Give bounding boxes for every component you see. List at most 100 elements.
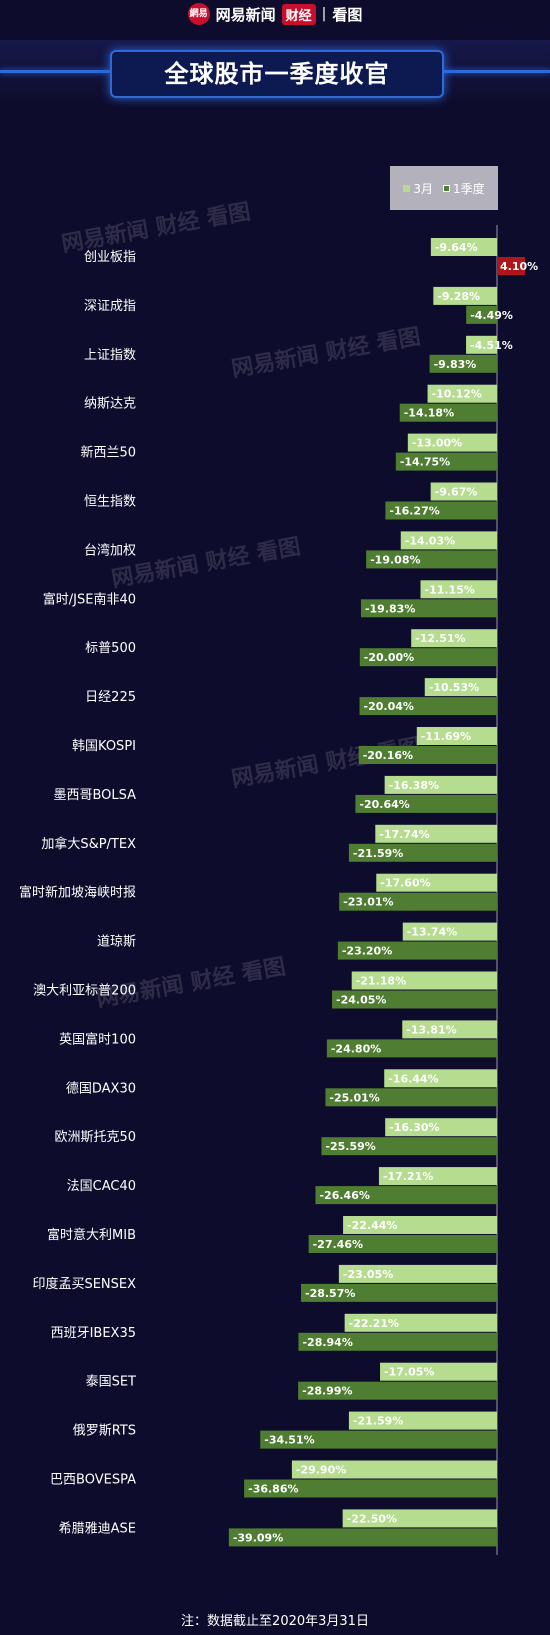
chart-legend: 3月 1季度 (390, 166, 498, 210)
bar-quarter (337, 941, 497, 960)
data-label-quarter: -23.01% (343, 896, 393, 909)
bar-quarter (399, 403, 497, 422)
bar-march (433, 286, 497, 305)
bar-march (378, 1167, 497, 1186)
bar-march (348, 1411, 497, 1430)
bar-quarter (244, 1479, 497, 1498)
data-label-quarter: -39.09% (233, 1531, 283, 1544)
bar-quarter (298, 1381, 497, 1400)
bar-march (416, 727, 497, 745)
data-label-march: -10.53% (429, 681, 479, 694)
data-label-march: -21.18% (356, 975, 406, 988)
bar-quarter (359, 648, 497, 667)
data-label-march: -23.05% (343, 1268, 393, 1281)
category-label: 巴西BOVESPA (50, 1473, 136, 1488)
bar-quarter (466, 305, 497, 324)
bar-march (384, 775, 497, 794)
data-label-march: -29.90% (296, 1464, 346, 1477)
bar-march (343, 1216, 497, 1234)
bar-quarter (497, 257, 526, 275)
bar-march (430, 238, 497, 256)
bar-march (402, 1020, 497, 1039)
data-label-quarter: -23.20% (342, 945, 392, 958)
data-label-march: -21.59% (353, 1415, 403, 1428)
bar-march (385, 1118, 497, 1137)
data-label-quarter: -28.57% (305, 1287, 355, 1300)
category-label: 新西兰50 (80, 445, 136, 461)
category-label: 俄罗斯RTS (73, 1424, 136, 1439)
category-label: 墨西哥BOLSA (53, 788, 136, 803)
data-label-march: -9.67% (435, 486, 478, 499)
top-brand-bar: 網易 网易新闻 财经 | 看图 (0, 0, 550, 28)
bar-quarter (339, 892, 497, 911)
data-label-quarter: -27.46% (313, 1238, 363, 1251)
category-label: 法国CAC40 (67, 1179, 136, 1194)
data-label-march: -13.00% (412, 437, 462, 450)
category-label: 深证成指 (84, 299, 136, 314)
category-label: 日经225 (85, 690, 136, 705)
data-label-quarter: -26.46% (319, 1189, 369, 1202)
category-label: 西班牙IBEX35 (51, 1326, 136, 1341)
bar-quarter (321, 1137, 497, 1156)
category-label: 恒生指数 (84, 495, 136, 510)
bar-march (384, 1069, 497, 1088)
bar-quarter (326, 1039, 497, 1058)
data-label-march: -13.81% (406, 1023, 456, 1036)
bar-march (427, 384, 497, 403)
data-label-quarter: -9.83% (434, 358, 477, 371)
title-frame (110, 50, 444, 98)
data-label-quarter: -19.08% (370, 553, 420, 566)
data-label-quarter: -24.05% (336, 994, 386, 1007)
bar-quarter (429, 354, 497, 373)
data-label-quarter: -20.00% (364, 651, 414, 664)
data-label-march: -14.03% (405, 534, 455, 547)
bar-quarter (360, 599, 497, 618)
brand-separator: | (321, 6, 327, 22)
bar-march (430, 482, 497, 501)
bar-quarter (325, 1088, 497, 1107)
data-label-march: -13.74% (407, 926, 457, 939)
category-label: 澳大利亚标普200 (33, 983, 136, 999)
data-label-quarter: 4.10% (500, 260, 538, 273)
data-label-march: -16.38% (389, 779, 439, 792)
bar-march (407, 433, 497, 452)
legend-item-quarter: 1季度 (443, 180, 485, 197)
bar-march (291, 1460, 497, 1479)
category-label: 英国富时100 (59, 1031, 136, 1047)
bar-march (402, 922, 497, 941)
legend-label-quarter: 1季度 (453, 181, 485, 196)
category-label: 德国DAX30 (66, 1081, 136, 1096)
data-label-quarter: -19.83% (365, 602, 415, 615)
data-label-quarter: -20.04% (364, 700, 414, 713)
data-label-march: -9.28% (437, 290, 480, 303)
bar-march (338, 1264, 497, 1283)
page-title: 全球股市一季度收官 (164, 60, 390, 88)
bar-quarter (395, 452, 497, 471)
category-label: 富时新加坡海峡时报 (19, 885, 136, 901)
bar-quarter (366, 550, 497, 569)
data-label-quarter: -24.80% (331, 1042, 381, 1055)
brand-name: 网易新闻 (215, 5, 276, 24)
category-label: 上证指数 (84, 348, 136, 363)
data-label-march: -17.21% (383, 1170, 433, 1183)
data-label-march: -4.51% (470, 339, 513, 352)
brand-tag: 财经 (281, 3, 316, 25)
legend-swatch-quarter (443, 184, 450, 192)
bar-march (351, 971, 497, 990)
bar-quarter (358, 746, 497, 764)
category-label: 富时/JSE南非40 (43, 591, 136, 607)
category-label: 台湾加权 (84, 542, 136, 558)
data-label-quarter: -20.64% (359, 798, 409, 811)
category-label: 加拿大S&P/TEX (41, 836, 136, 852)
data-label-march: -10.12% (432, 388, 482, 401)
footnote: 注：数据截止至2020年3月31日 (181, 1614, 369, 1629)
category-label: 印度孟买SENSEX (32, 1276, 136, 1292)
data-label-march: -11.69% (421, 730, 471, 743)
category-label: 富时意大利MIB (47, 1227, 136, 1243)
category-label: 纳斯达克 (84, 397, 136, 412)
legend-swatch-march (403, 184, 411, 192)
data-label-quarter: -21.59% (353, 847, 403, 860)
bar-quarter (308, 1235, 497, 1253)
category-label: 创业板指 (84, 250, 136, 265)
title-wing-right (440, 70, 550, 73)
